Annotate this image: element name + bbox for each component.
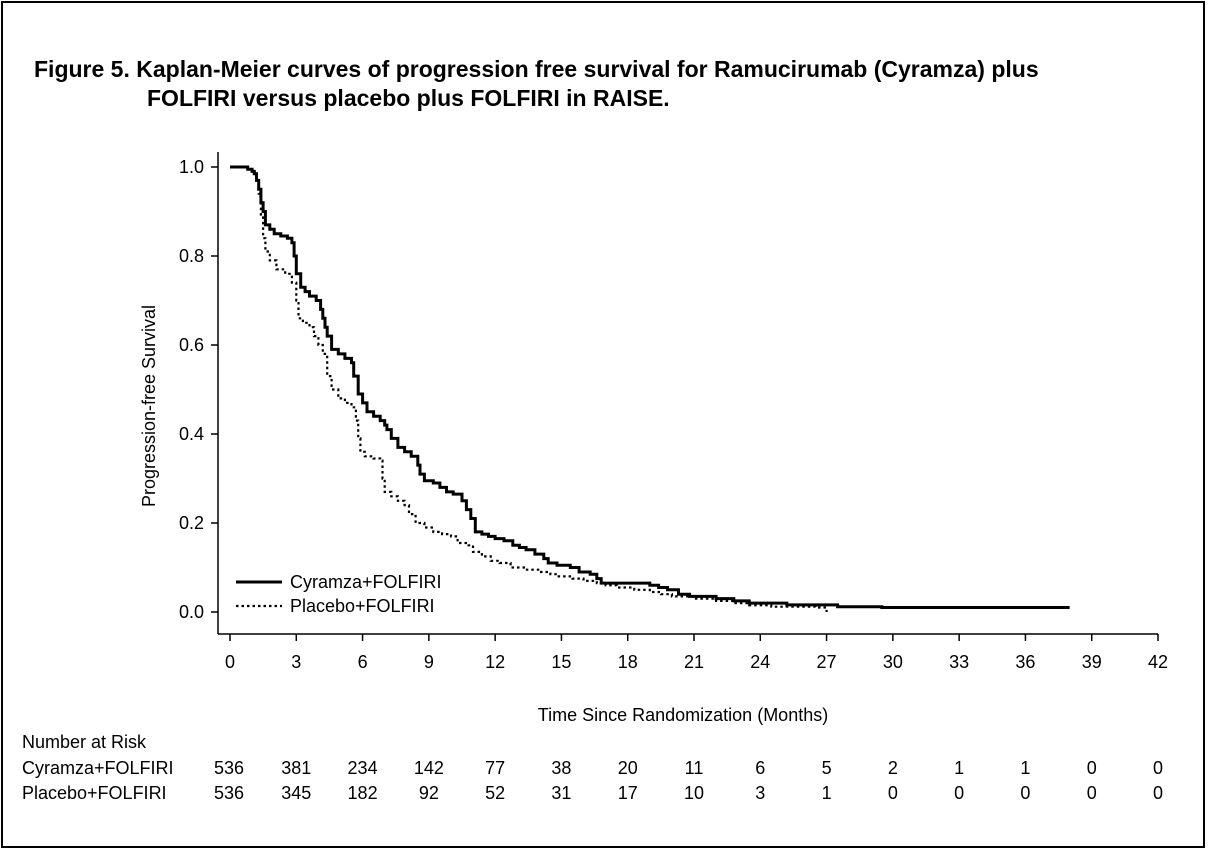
x-tick-label: 42 [1148,652,1168,672]
x-tick-label: 39 [1082,652,1102,672]
risk-cell: 0 [888,783,898,803]
risk-cell: 31 [551,783,571,803]
risk-cell: 536 [214,783,244,803]
risk-cell: 10 [684,783,704,803]
risk-cell: 11 [685,758,704,778]
risk-cell: 3 [755,783,765,803]
risk-table-heading: Number at Risk [22,732,147,752]
x-tick-label: 15 [551,652,571,672]
risk-cell: 92 [419,783,439,803]
x-tick-label: 27 [817,652,837,672]
y-tick-label: 1.0 [179,157,204,177]
risk-cell: 234 [348,758,378,778]
x-tick-label: 12 [485,652,505,672]
y-tick-label: 0.8 [179,246,204,266]
x-tick-label: 33 [949,652,969,672]
x-axis-label: Time Since Randomization (Months) [538,705,828,725]
x-tick-label: 24 [750,652,770,672]
chart-legend: Cyramza+FOLFIRI Placebo+FOLFIRI [236,572,442,616]
x-tick-label: 0 [225,652,235,672]
x-tick-label: 3 [291,652,301,672]
legend-label: Cyramza+FOLFIRI [290,572,442,592]
risk-cell: 381 [281,758,311,778]
risk-cell: 0 [1153,783,1163,803]
y-tick-label: 0.2 [179,513,204,533]
y-tick-label: 0.4 [179,424,204,444]
y-axis-label: Progression-free Survival [139,305,159,507]
risk-cell: 182 [348,783,378,803]
chart-axes: 0.00.20.40.60.81.00 3 6 9 12 15 18 21 24 27 30 33 36… [179,152,1168,672]
risk-cell: 52 [485,783,505,803]
risk-cell: 0 [1020,783,1030,803]
risk-row-label: Placebo+FOLFIRI [22,783,167,803]
x-tick-label: 9 [424,652,434,672]
risk-cell: 142 [414,758,444,778]
x-tick-label: 6 [358,652,368,672]
curve-placebo-folfiri [230,165,828,612]
risk-cell: 0 [1153,758,1163,778]
y-tick-label: 0.6 [179,335,204,355]
x-tick-label: 30 [883,652,903,672]
curve-cyramza-folfiri [230,165,1070,609]
legend-label: Placebo+FOLFIRI [290,596,435,616]
x-tick-label: 18 [618,652,638,672]
risk-cell: 2 [888,758,898,778]
x-tick-label: 36 [1015,652,1035,672]
risk-cell: 1 [1020,758,1030,778]
risk-row-label: Cyramza+FOLFIRI [22,758,174,778]
risk-cell: 20 [618,758,638,778]
risk-cell: 6 [755,758,765,778]
chart-curves [230,165,1070,612]
figure-title-line2: FOLFIRI versus placebo plus FOLFIRI in R… [147,85,670,111]
figure-title: Figure 5. Kaplan-Meier curves of progres… [34,55,1184,113]
risk-cell: 17 [618,783,638,803]
risk-cell: 77 [485,758,505,778]
risk-table: Cyramza+FOLFIRI 536 381 234 142 77 38 20 11 6 5 2 1 1… [22,758,1163,803]
risk-cell: 0 [1087,783,1097,803]
x-tick-label: 21 [684,652,704,672]
risk-cell: 38 [551,758,571,778]
risk-cell: 0 [954,783,964,803]
risk-cell: 536 [214,758,244,778]
figure-title-line1: Figure 5. Kaplan-Meier curves of progres… [34,56,1039,82]
y-tick-label: 0.0 [179,602,204,622]
risk-cell: 5 [822,758,832,778]
risk-cell: 1 [822,783,832,803]
risk-cell: 0 [1087,758,1097,778]
risk-cell: 1 [954,758,964,778]
risk-cell: 345 [281,783,311,803]
